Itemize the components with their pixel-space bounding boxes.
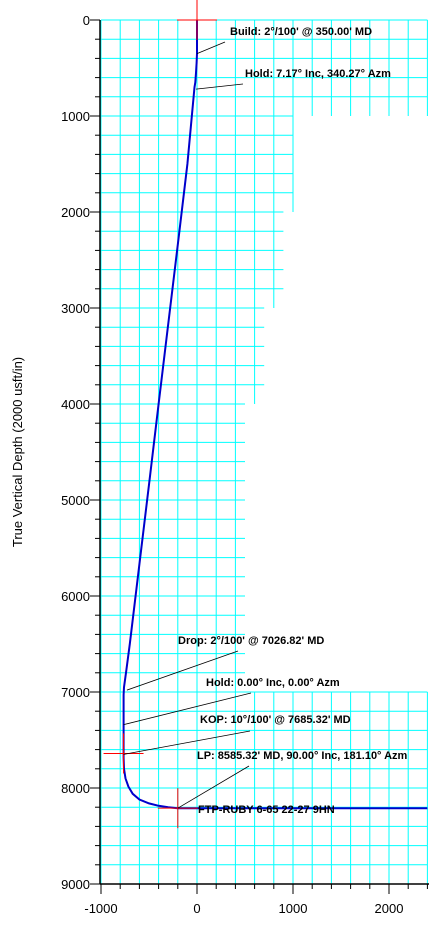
x-tick-label: -1000: [84, 901, 117, 916]
y-tick-label: 7000: [61, 685, 90, 700]
annotations: Build: 2°/100' @ 350.00' MD Hold: 7.17° I…: [123, 26, 408, 816]
wellbore-path: [122, 20, 428, 810]
annotation-leader: [195, 83, 244, 90]
y-tick-label: 3000: [61, 301, 90, 316]
y-tick-label: 1000: [61, 109, 90, 124]
grid: [100, 19, 428, 885]
annotation-label: Hold: 0.00° Inc, 0.00° Azm: [206, 677, 340, 689]
x-tick-label: 2000: [375, 901, 404, 916]
annotation-label: Hold: 7.17° Inc, 340.27° Azm: [245, 68, 391, 80]
axes: [99, 20, 429, 885]
y-tick-label: 5000: [61, 493, 90, 508]
y-tick-label: 8000: [61, 781, 90, 796]
y-tick-label: 0: [83, 13, 90, 28]
y-axis-title: True Vertical Depth (2000 usft/in): [10, 357, 25, 547]
markers: [103, 0, 217, 829]
annotation-leader: [177, 765, 250, 809]
annotation-label: Drop: 2°/100' @ 7026.82' MD: [178, 635, 324, 647]
kop-marker: [103, 733, 144, 774]
x-tick-label: 0: [193, 901, 200, 916]
y-tick-label: 9000: [61, 877, 90, 892]
annotation-leader: [196, 41, 226, 54]
annotation-leader: [123, 692, 252, 726]
ticks: 0 1000 2000 3000 4000 5000 6000 7000 8000 9000 -10…: [61, 13, 428, 916]
annotation-label: FTP-RUBY 6-65 22-27 9HN: [198, 804, 335, 816]
annotation-label: KOP: 10°/100' @ 7685.32' MD: [200, 714, 351, 726]
series: [122, 20, 428, 810]
y-tick-label: 6000: [61, 589, 90, 604]
y-tick-label: 2000: [61, 205, 90, 220]
annotation-leader: [126, 650, 239, 691]
annotation-leader: [123, 730, 251, 755]
annotation-label: LP: 8585.32' MD, 90.00° Inc, 181.10° Azm: [197, 750, 408, 762]
annotation-label: Build: 2°/100' @ 350.00' MD: [230, 26, 372, 38]
y-tick-label: 4000: [61, 397, 90, 412]
x-tick-label: 1000: [279, 901, 308, 916]
surface-marker: [177, 0, 217, 40]
